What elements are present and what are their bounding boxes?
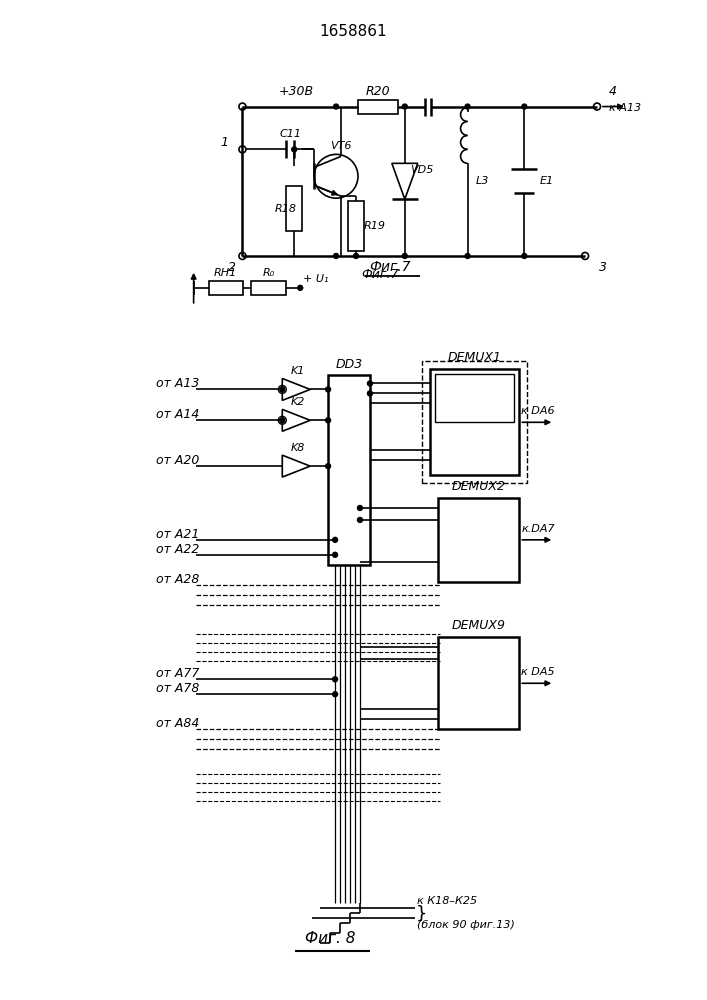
Circle shape xyxy=(326,464,331,469)
Circle shape xyxy=(465,253,470,258)
Text: от A84: от A84 xyxy=(156,717,199,730)
Circle shape xyxy=(332,537,337,542)
Text: VT6: VT6 xyxy=(330,141,352,151)
Text: от A77: от A77 xyxy=(156,667,199,680)
Circle shape xyxy=(402,253,407,258)
Circle shape xyxy=(358,517,363,522)
Text: к DA5: к DA5 xyxy=(521,667,555,677)
Bar xyxy=(430,369,520,475)
Text: Фиг.7: Фиг.7 xyxy=(361,268,399,281)
Text: Фиг.7: Фиг.7 xyxy=(369,260,411,274)
Text: 3: 3 xyxy=(599,261,607,274)
Text: от A21: от A21 xyxy=(156,528,199,541)
Text: +30B: +30B xyxy=(279,85,314,98)
Text: DEMUX9: DEMUX9 xyxy=(452,619,506,632)
Circle shape xyxy=(334,104,339,109)
Text: K8: K8 xyxy=(291,443,305,453)
Text: E1: E1 xyxy=(539,176,554,186)
Bar xyxy=(435,374,515,422)
Circle shape xyxy=(465,104,470,109)
Text: 2: 2 xyxy=(228,261,235,274)
Text: 4: 4 xyxy=(609,85,617,98)
Text: R20: R20 xyxy=(366,85,390,98)
Bar xyxy=(209,281,243,295)
Text: K2: K2 xyxy=(291,397,305,407)
Text: DD3: DD3 xyxy=(335,358,363,371)
Text: }: } xyxy=(416,904,427,922)
Circle shape xyxy=(298,285,303,290)
Bar xyxy=(438,498,520,582)
Circle shape xyxy=(334,253,339,258)
Circle shape xyxy=(326,387,331,392)
Circle shape xyxy=(280,387,285,392)
Text: к A13: к A13 xyxy=(609,103,641,113)
Circle shape xyxy=(326,418,331,423)
Text: (блок 90 фиг.13): (блок 90 фиг.13) xyxy=(416,920,515,930)
Text: 1: 1 xyxy=(221,136,228,149)
Text: к К18–К25: к К18–К25 xyxy=(416,896,477,906)
Circle shape xyxy=(332,552,337,557)
Text: от A22: от A22 xyxy=(156,543,199,556)
Circle shape xyxy=(522,253,527,258)
Circle shape xyxy=(292,147,297,152)
Text: + U₁: + U₁ xyxy=(303,274,329,284)
Text: R19: R19 xyxy=(364,221,386,231)
Text: R₀: R₀ xyxy=(262,268,274,278)
Text: Фиг. 8: Фиг. 8 xyxy=(305,931,356,946)
Bar xyxy=(328,375,370,565)
Text: DEMUX1: DEMUX1 xyxy=(448,351,501,364)
Text: от A78: от A78 xyxy=(156,682,199,695)
Text: DEMUX2: DEMUX2 xyxy=(452,480,506,493)
Text: VD5: VD5 xyxy=(410,165,433,175)
Bar xyxy=(348,201,364,251)
Bar xyxy=(286,186,302,231)
Circle shape xyxy=(280,418,285,423)
Bar xyxy=(438,637,520,729)
Text: от A13: от A13 xyxy=(156,377,199,390)
Bar xyxy=(422,361,527,483)
Text: K1: K1 xyxy=(291,366,305,376)
Text: к.DA7: к.DA7 xyxy=(521,524,555,534)
Text: от A28: от A28 xyxy=(156,573,199,586)
Bar xyxy=(358,100,398,114)
Text: 1658861: 1658861 xyxy=(319,24,387,39)
Text: R18: R18 xyxy=(274,204,296,214)
Circle shape xyxy=(354,253,358,258)
Text: C11: C11 xyxy=(279,129,301,139)
Text: к DA6: к DA6 xyxy=(521,406,555,416)
Circle shape xyxy=(522,104,527,109)
Text: RН1: RН1 xyxy=(214,268,237,278)
Circle shape xyxy=(358,505,363,510)
Circle shape xyxy=(332,677,337,682)
Text: от A14: от A14 xyxy=(156,408,199,421)
Circle shape xyxy=(402,104,407,109)
Text: от A20: от A20 xyxy=(156,454,199,467)
Bar xyxy=(252,281,286,295)
Text: L3: L3 xyxy=(476,176,489,186)
Circle shape xyxy=(368,381,373,386)
Circle shape xyxy=(332,692,337,697)
Circle shape xyxy=(368,391,373,396)
